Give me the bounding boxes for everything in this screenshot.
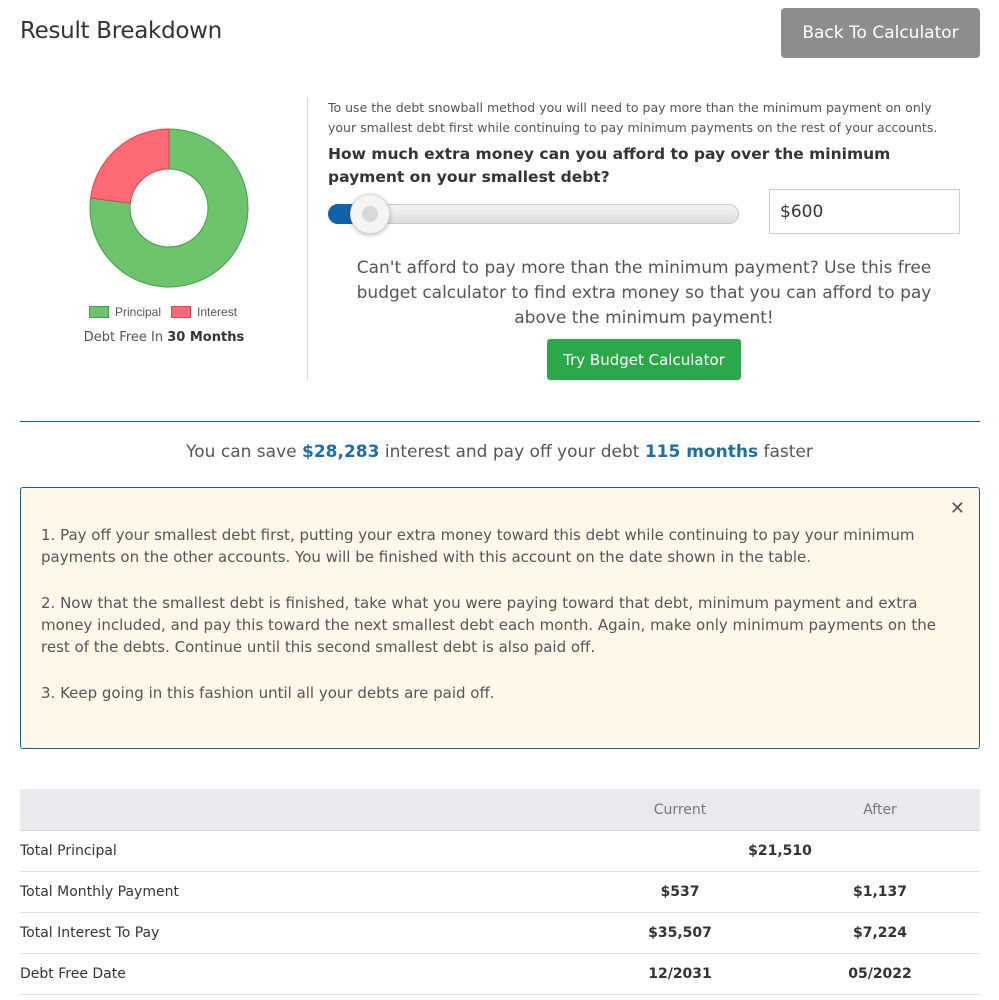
extra-payment-panel: To use the debt snowball method you will… bbox=[328, 98, 963, 380]
table-row: Debt Free Date 12/2031 05/2022 bbox=[20, 954, 980, 995]
debt-free-prefix: Debt Free In bbox=[83, 330, 164, 345]
donut-slice-interest[interactable] bbox=[90, 128, 170, 204]
savings-amount: $28,283 bbox=[302, 442, 380, 462]
snowball-intro: To use the debt snowball method you will… bbox=[328, 100, 938, 135]
row-value-after: 05/2022 bbox=[848, 966, 912, 982]
row-label: Debt Free Date bbox=[20, 966, 126, 982]
snowball-steps-box: ✕ 1. Pay off your smallest debt first, p… bbox=[20, 487, 980, 749]
header-current: Current bbox=[653, 801, 707, 818]
donut-slice-principal[interactable] bbox=[89, 128, 249, 288]
row-value-after: $1,137 bbox=[852, 884, 908, 900]
step-1: 1. Pay off your smallest debt first, put… bbox=[41, 526, 915, 566]
header: Result Breakdown Back To Calculator bbox=[0, 0, 999, 70]
savings-suffix: faster bbox=[763, 442, 813, 462]
try-budget-calculator-button[interactable]: Try Budget Calculator bbox=[547, 339, 741, 380]
extra-amount-input[interactable] bbox=[769, 189, 960, 234]
budget-calculator-prompt: Can't afford to pay more than the minimu… bbox=[356, 258, 932, 328]
donut-chart bbox=[89, 128, 249, 288]
comparison-table: Current After Total Principal $21,510 To… bbox=[20, 789, 980, 995]
step-2: 2. Now that the smallest debt is finishe… bbox=[41, 594, 936, 656]
table-row: Total Monthly Payment $537 $1,137 bbox=[20, 872, 980, 913]
chart-legend: Principal Interest bbox=[89, 305, 247, 319]
close-icon[interactable]: ✕ bbox=[949, 498, 965, 519]
row-label: Total Monthly Payment bbox=[20, 884, 179, 900]
legend-label-principal: Principal bbox=[115, 305, 162, 319]
row-value-current: $537 bbox=[660, 884, 700, 900]
legend-label-interest: Interest bbox=[197, 305, 238, 319]
legend-item-principal[interactable]: Principal bbox=[89, 305, 161, 319]
section-divider bbox=[20, 421, 980, 422]
savings-prefix: You can save bbox=[186, 442, 297, 462]
header-after: After bbox=[863, 801, 897, 818]
savings-months: 115 months bbox=[644, 442, 759, 462]
row-value-current: 12/2031 bbox=[648, 966, 712, 982]
row-value-merged: $21,510 bbox=[748, 843, 812, 859]
row-label: Total Interest To Pay bbox=[20, 925, 160, 941]
debt-free-value: 30 Months bbox=[167, 330, 245, 345]
page-title: Result Breakdown bbox=[20, 18, 222, 44]
back-to-calculator-button[interactable]: Back To Calculator bbox=[781, 8, 980, 58]
extra-amount-slider-handle[interactable] bbox=[350, 194, 390, 234]
row-label: Total Principal bbox=[20, 843, 117, 859]
step-3: 3. Keep going in this fashion until all … bbox=[41, 684, 495, 702]
chart-panel: Principal Interest Debt Free In 30 Month… bbox=[20, 98, 308, 381]
legend-item-interest[interactable]: Interest bbox=[171, 305, 237, 319]
legend-swatch-principal bbox=[89, 306, 109, 318]
savings-middle: interest and pay off your debt bbox=[384, 442, 640, 462]
table-header: Current After bbox=[20, 789, 980, 831]
debt-free-summary: Debt Free In 30 Months bbox=[20, 330, 308, 345]
savings-summary: You can save $28,283 interest and pay of… bbox=[0, 442, 999, 462]
extra-money-question: How much extra money can you afford to p… bbox=[328, 145, 891, 186]
table-row: Total Interest To Pay $35,507 $7,224 bbox=[20, 913, 980, 954]
row-value-current: $35,507 bbox=[648, 925, 712, 941]
row-value-after: $7,224 bbox=[852, 925, 908, 941]
table-row: Total Principal $21,510 bbox=[20, 831, 980, 872]
legend-swatch-interest bbox=[171, 306, 192, 318]
